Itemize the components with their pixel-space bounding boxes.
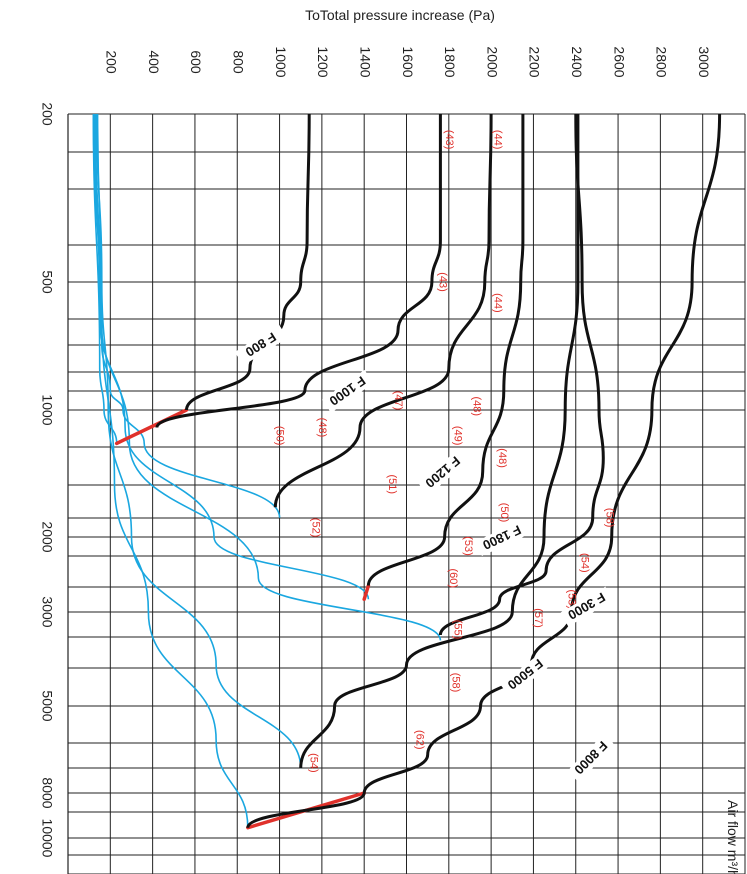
- noise-labels: (43) (44) (43) (44) (47) (48) (48) (49) (50) (48)…: [274, 130, 616, 773]
- pressure-tick-label: 1200: [315, 46, 331, 77]
- noise-level-label: (51): [386, 475, 398, 495]
- chart-title: ToTotal pressure increase (Pa): [305, 7, 495, 23]
- noise-level-label: (57): [532, 608, 544, 628]
- fan-curve: [155, 113, 442, 429]
- noise-level-label: (49): [451, 426, 463, 446]
- fan-curve: [273, 113, 493, 508]
- fan-curve: [299, 113, 580, 769]
- pressure-tick-label: 600: [188, 50, 204, 74]
- noise-level-label: (50): [498, 503, 510, 523]
- airflow-tick-labels: 200 500 1000 2000 3000 5000 8000 10000: [39, 102, 55, 857]
- airflow-tick-label: 500: [39, 270, 55, 294]
- airflow-tick-label: 10000: [39, 819, 55, 858]
- pressure-tick-label: 2400: [569, 46, 585, 77]
- system-curve: [93, 113, 370, 600]
- airflow-tick-label: 2000: [39, 521, 55, 552]
- system-curve: [96, 113, 249, 828]
- grid: [67, 113, 746, 874]
- noise-level-label: (55): [451, 620, 463, 640]
- fan-curve-label: F 8000: [571, 738, 610, 777]
- fan-label-bg: [567, 734, 616, 783]
- pressure-tick-label: 400: [146, 50, 162, 74]
- noise-level-label: (44): [492, 293, 504, 313]
- noise-level-label: (48): [496, 448, 508, 468]
- fan-curves: [155, 113, 722, 829]
- fan-curve-label: F 1800: [480, 522, 523, 553]
- pressure-tick-label: 1800: [442, 46, 458, 77]
- fan-label-bg: [321, 369, 374, 413]
- pressure-tick-label: 1400: [357, 46, 373, 77]
- noise-level-label: (53): [566, 589, 578, 609]
- fan-curve-label: F 800: [243, 329, 279, 359]
- fan-label-bg: [475, 519, 530, 557]
- pressure-tick-label: 1000: [273, 46, 289, 77]
- fan-label-bg: [500, 652, 552, 698]
- x-axis-label: Air flow m³/h: [725, 800, 741, 874]
- operating-range-mark: [362, 583, 371, 601]
- airflow-tick-label: 1000: [39, 394, 55, 425]
- airflow-tick-label: 3000: [39, 596, 55, 627]
- noise-level-label: (47): [392, 391, 404, 411]
- pressure-tick-label: 800: [231, 50, 247, 74]
- pressure-tick-labels: 200 400 600 800 1000 1200 1400 1600 1800 2000 2200…: [104, 46, 712, 77]
- noise-level-label: (54): [578, 553, 590, 573]
- noise-level-label: (58): [604, 508, 616, 528]
- noise-level-label: (53): [462, 536, 474, 556]
- fan-curve: [185, 113, 311, 411]
- noise-level-label: (60): [447, 568, 459, 588]
- fan-curve: [246, 113, 722, 829]
- operating-range-mark: [114, 408, 189, 446]
- noise-level-label: (58): [449, 673, 461, 693]
- noise-level-label: (43): [437, 272, 449, 292]
- system-curve: [92, 113, 118, 444]
- noise-level-label: (44): [492, 130, 504, 150]
- system-curve: [94, 113, 442, 641]
- airflow-tick-label: 200: [39, 102, 55, 126]
- noise-level-label: (62): [413, 730, 425, 750]
- noise-level-label: (54): [308, 753, 320, 773]
- noise-level-label: (48): [470, 396, 482, 416]
- system-curves: [92, 113, 442, 828]
- pressure-tick-label: 3000: [696, 46, 712, 77]
- noise-level-label: (48): [316, 418, 328, 438]
- fan-label-bg: [560, 586, 614, 627]
- pressure-tick-label: 2800: [654, 46, 670, 77]
- noise-level-label: (43): [443, 130, 455, 150]
- system-curve: [92, 113, 281, 518]
- pressure-tick-label: 2000: [484, 46, 500, 77]
- noise-level-label: (50): [274, 426, 286, 446]
- fan-curve: [438, 113, 605, 636]
- airflow-tick-label: 5000: [39, 690, 55, 721]
- pressure-tick-label: 200: [104, 50, 120, 74]
- airflow-tick-label: 8000: [39, 777, 55, 808]
- noise-level-label: (52): [310, 518, 322, 538]
- pressure-tick-label: 2600: [611, 46, 627, 77]
- fan-label-bg: [234, 324, 288, 366]
- fan-curve-label: F 5000: [505, 656, 546, 693]
- pressure-tick-label: 1600: [400, 46, 416, 77]
- fan-curve: [366, 114, 525, 586]
- fan-label-bg: [418, 449, 469, 496]
- pressure-tick-label: 2200: [527, 46, 543, 77]
